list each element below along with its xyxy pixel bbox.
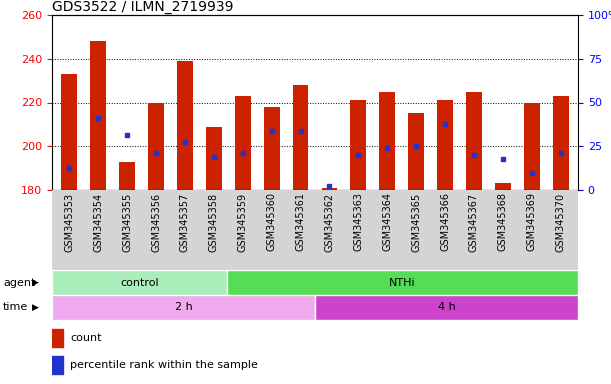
Text: GDS3522 / ILMN_2719939: GDS3522 / ILMN_2719939 xyxy=(52,0,233,14)
Bar xyxy=(90,41,106,190)
Text: GSM345364: GSM345364 xyxy=(382,192,392,252)
Bar xyxy=(350,100,367,190)
Bar xyxy=(52,270,227,295)
Bar xyxy=(437,100,453,190)
Bar xyxy=(315,295,578,320)
Text: GSM345355: GSM345355 xyxy=(122,192,132,252)
Text: agent: agent xyxy=(3,278,35,288)
Bar xyxy=(119,162,135,190)
Bar xyxy=(52,295,315,320)
Bar xyxy=(408,113,424,190)
Bar xyxy=(264,107,280,190)
Bar xyxy=(524,103,540,190)
Bar xyxy=(52,356,63,374)
Text: GSM345358: GSM345358 xyxy=(209,192,219,252)
Bar xyxy=(553,96,569,190)
Bar xyxy=(466,91,482,190)
Text: control: control xyxy=(120,278,159,288)
Text: GSM345361: GSM345361 xyxy=(296,192,306,252)
Text: GSM345354: GSM345354 xyxy=(93,192,103,252)
Bar xyxy=(321,188,337,190)
Bar xyxy=(148,103,164,190)
Text: percentile rank within the sample: percentile rank within the sample xyxy=(70,360,258,370)
Text: count: count xyxy=(70,333,102,343)
Bar xyxy=(52,329,63,347)
Text: 2 h: 2 h xyxy=(175,303,192,313)
Text: GSM345365: GSM345365 xyxy=(411,192,421,252)
Text: NTHi: NTHi xyxy=(389,278,416,288)
Bar xyxy=(206,127,222,190)
Bar xyxy=(235,96,251,190)
Text: GSM345356: GSM345356 xyxy=(151,192,161,252)
Text: GSM345367: GSM345367 xyxy=(469,192,479,252)
Text: ▶: ▶ xyxy=(32,278,38,287)
Bar xyxy=(293,85,309,190)
Bar xyxy=(495,184,511,190)
Text: 4 h: 4 h xyxy=(437,303,455,313)
Text: GSM345362: GSM345362 xyxy=(324,192,334,252)
Text: GSM345363: GSM345363 xyxy=(353,192,364,252)
Text: GSM345369: GSM345369 xyxy=(527,192,536,252)
Text: GSM345353: GSM345353 xyxy=(64,192,75,252)
Bar xyxy=(227,270,578,295)
Bar xyxy=(379,91,395,190)
Text: GSM345368: GSM345368 xyxy=(498,192,508,252)
Bar xyxy=(61,74,77,190)
Text: GSM345357: GSM345357 xyxy=(180,192,190,252)
Text: GSM345366: GSM345366 xyxy=(440,192,450,252)
Bar xyxy=(177,61,193,190)
Text: GSM345370: GSM345370 xyxy=(555,192,566,252)
Text: GSM345360: GSM345360 xyxy=(266,192,277,252)
Text: time: time xyxy=(3,303,28,313)
Text: ▶: ▶ xyxy=(32,303,38,312)
Text: GSM345359: GSM345359 xyxy=(238,192,247,252)
